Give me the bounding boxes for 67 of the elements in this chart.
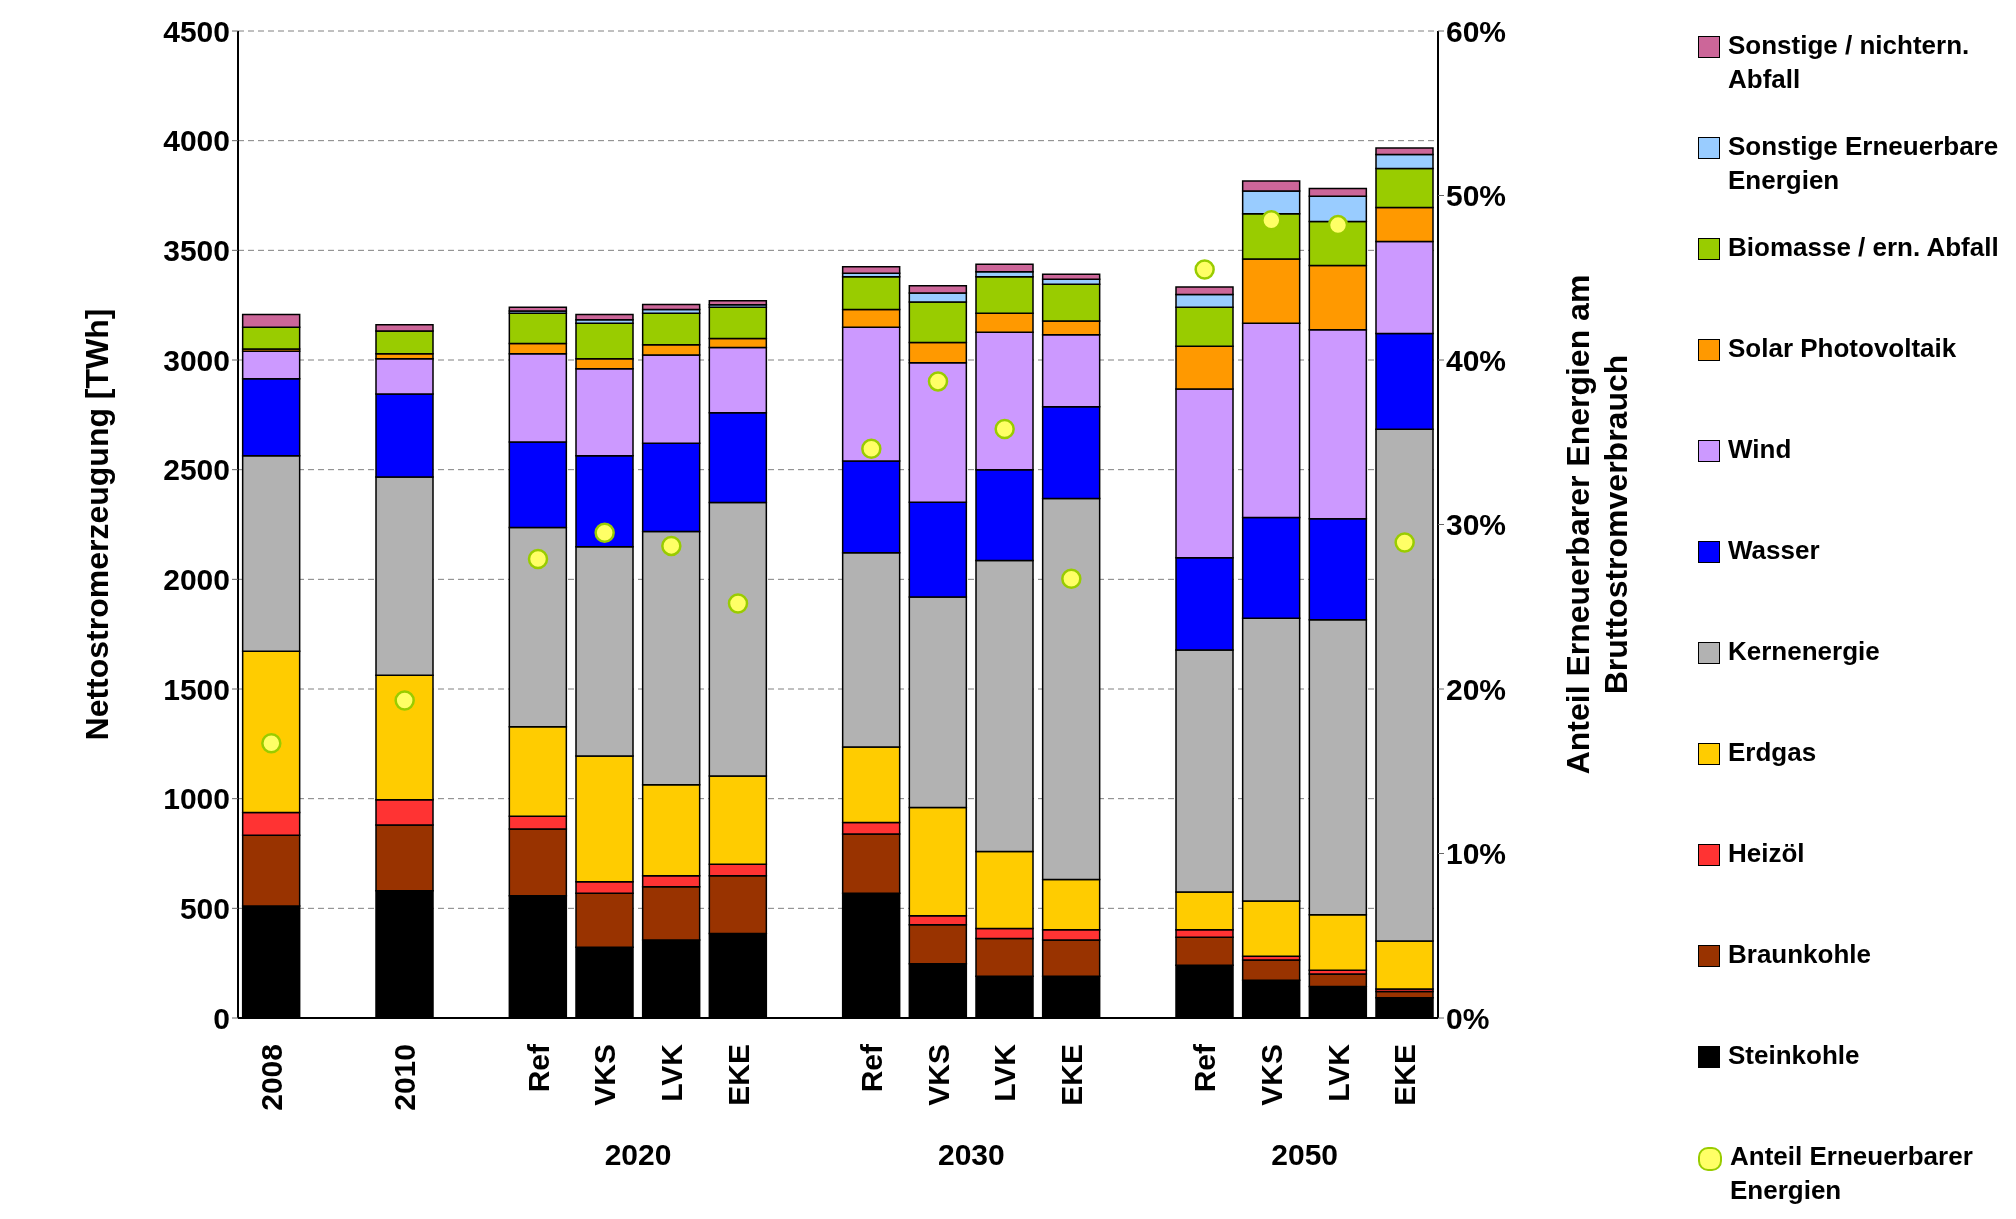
point	[1327, 214, 1349, 236]
x-tick-label: 2008	[254, 1044, 288, 1111]
x-tick-label: VKS	[588, 1044, 622, 1106]
point	[1261, 209, 1282, 231]
x-tick-label: Ref	[854, 1042, 888, 1093]
point	[861, 438, 882, 460]
point	[727, 593, 749, 614]
point	[927, 371, 949, 392]
x-tick-label: Ref	[521, 1042, 555, 1093]
y-tick-label: 3000	[163, 343, 230, 377]
y2-tick-label: 60%	[1446, 14, 1507, 48]
y-axis-title: Nettostromerzeugung [TWh]	[79, 308, 115, 741]
y-tick-label: 1000	[163, 782, 230, 816]
point	[994, 418, 1015, 440]
y2-tick-label: 40%	[1446, 343, 1507, 377]
x-tick-label: LVK	[1321, 1043, 1355, 1102]
legend-label: Heizöl	[1728, 837, 1805, 870]
y-tick-label: 2000	[163, 562, 230, 596]
legend-label: Anteil Erneuerbarer Energien	[1730, 1140, 1974, 1207]
point	[527, 548, 549, 570]
point	[394, 690, 415, 711]
legend-label: Solar Photovoltaik	[1728, 332, 1957, 365]
legend-label: Wind	[1728, 433, 1792, 466]
bar	[708, 300, 768, 306]
y2-tick-label: 10%	[1446, 837, 1507, 871]
text: 2050	[1270, 1138, 1340, 1172]
bar	[641, 303, 701, 311]
x-tick-label: LVK	[654, 1043, 688, 1102]
point	[594, 522, 615, 543]
x-tick-label: LVK	[988, 1043, 1022, 1102]
y-tick-label: 3500	[163, 233, 230, 267]
x-tick-label: EKE	[1388, 1044, 1422, 1106]
x-tick-label: 2010	[388, 1044, 422, 1111]
y-tick-label: 2500	[163, 453, 230, 487]
bar	[1041, 273, 1101, 281]
legend-label: Sonstige / nichtern. Abfall	[1728, 29, 1971, 96]
text: 2030	[936, 1138, 1006, 1172]
y-tick-label: 500	[179, 891, 230, 925]
legend-label: Steinkohle	[1728, 1039, 1860, 1072]
bar	[841, 266, 901, 274]
y-tick-label: 0	[213, 1001, 230, 1035]
legend-label: Wasser	[1728, 534, 1820, 567]
legend-label: Biomasse / ern. Abfall	[1728, 231, 1999, 264]
point	[1061, 568, 1082, 590]
y-tick-label: 4000	[163, 124, 230, 158]
x-tick-label: EKE	[1054, 1044, 1088, 1106]
y-tick-label: 1500	[163, 672, 230, 706]
x-tick-label: Ref	[1188, 1042, 1222, 1093]
text: 2020	[603, 1138, 673, 1172]
point	[661, 535, 682, 557]
legend-label: Braunkohle	[1728, 938, 1872, 971]
x-tick-label: VKS	[921, 1044, 955, 1106]
point	[1194, 259, 1215, 280]
y2-tick-label: 0%	[1446, 1001, 1490, 1035]
point	[261, 733, 282, 754]
x-tick-label: VKS	[1254, 1044, 1288, 1106]
legend-label: Kernenergie	[1728, 635, 1880, 668]
bar	[575, 313, 634, 321]
y-tick-label: 4500	[163, 14, 230, 48]
y2-tick-label: 20%	[1446, 672, 1507, 706]
legend-label: Sonstige Erneuerbare Energien	[1728, 130, 2000, 197]
y2-tick-label: 30%	[1446, 508, 1507, 542]
y2-axis-title: Anteil Erneuerbarer Energien am Bruttostromverbrauch	[1560, 274, 1634, 775]
x-tick-label: EKE	[721, 1044, 755, 1106]
y2-tick-label: 50%	[1446, 179, 1507, 213]
legend-label: Erdgas	[1728, 736, 1817, 769]
point	[1394, 532, 1415, 553]
